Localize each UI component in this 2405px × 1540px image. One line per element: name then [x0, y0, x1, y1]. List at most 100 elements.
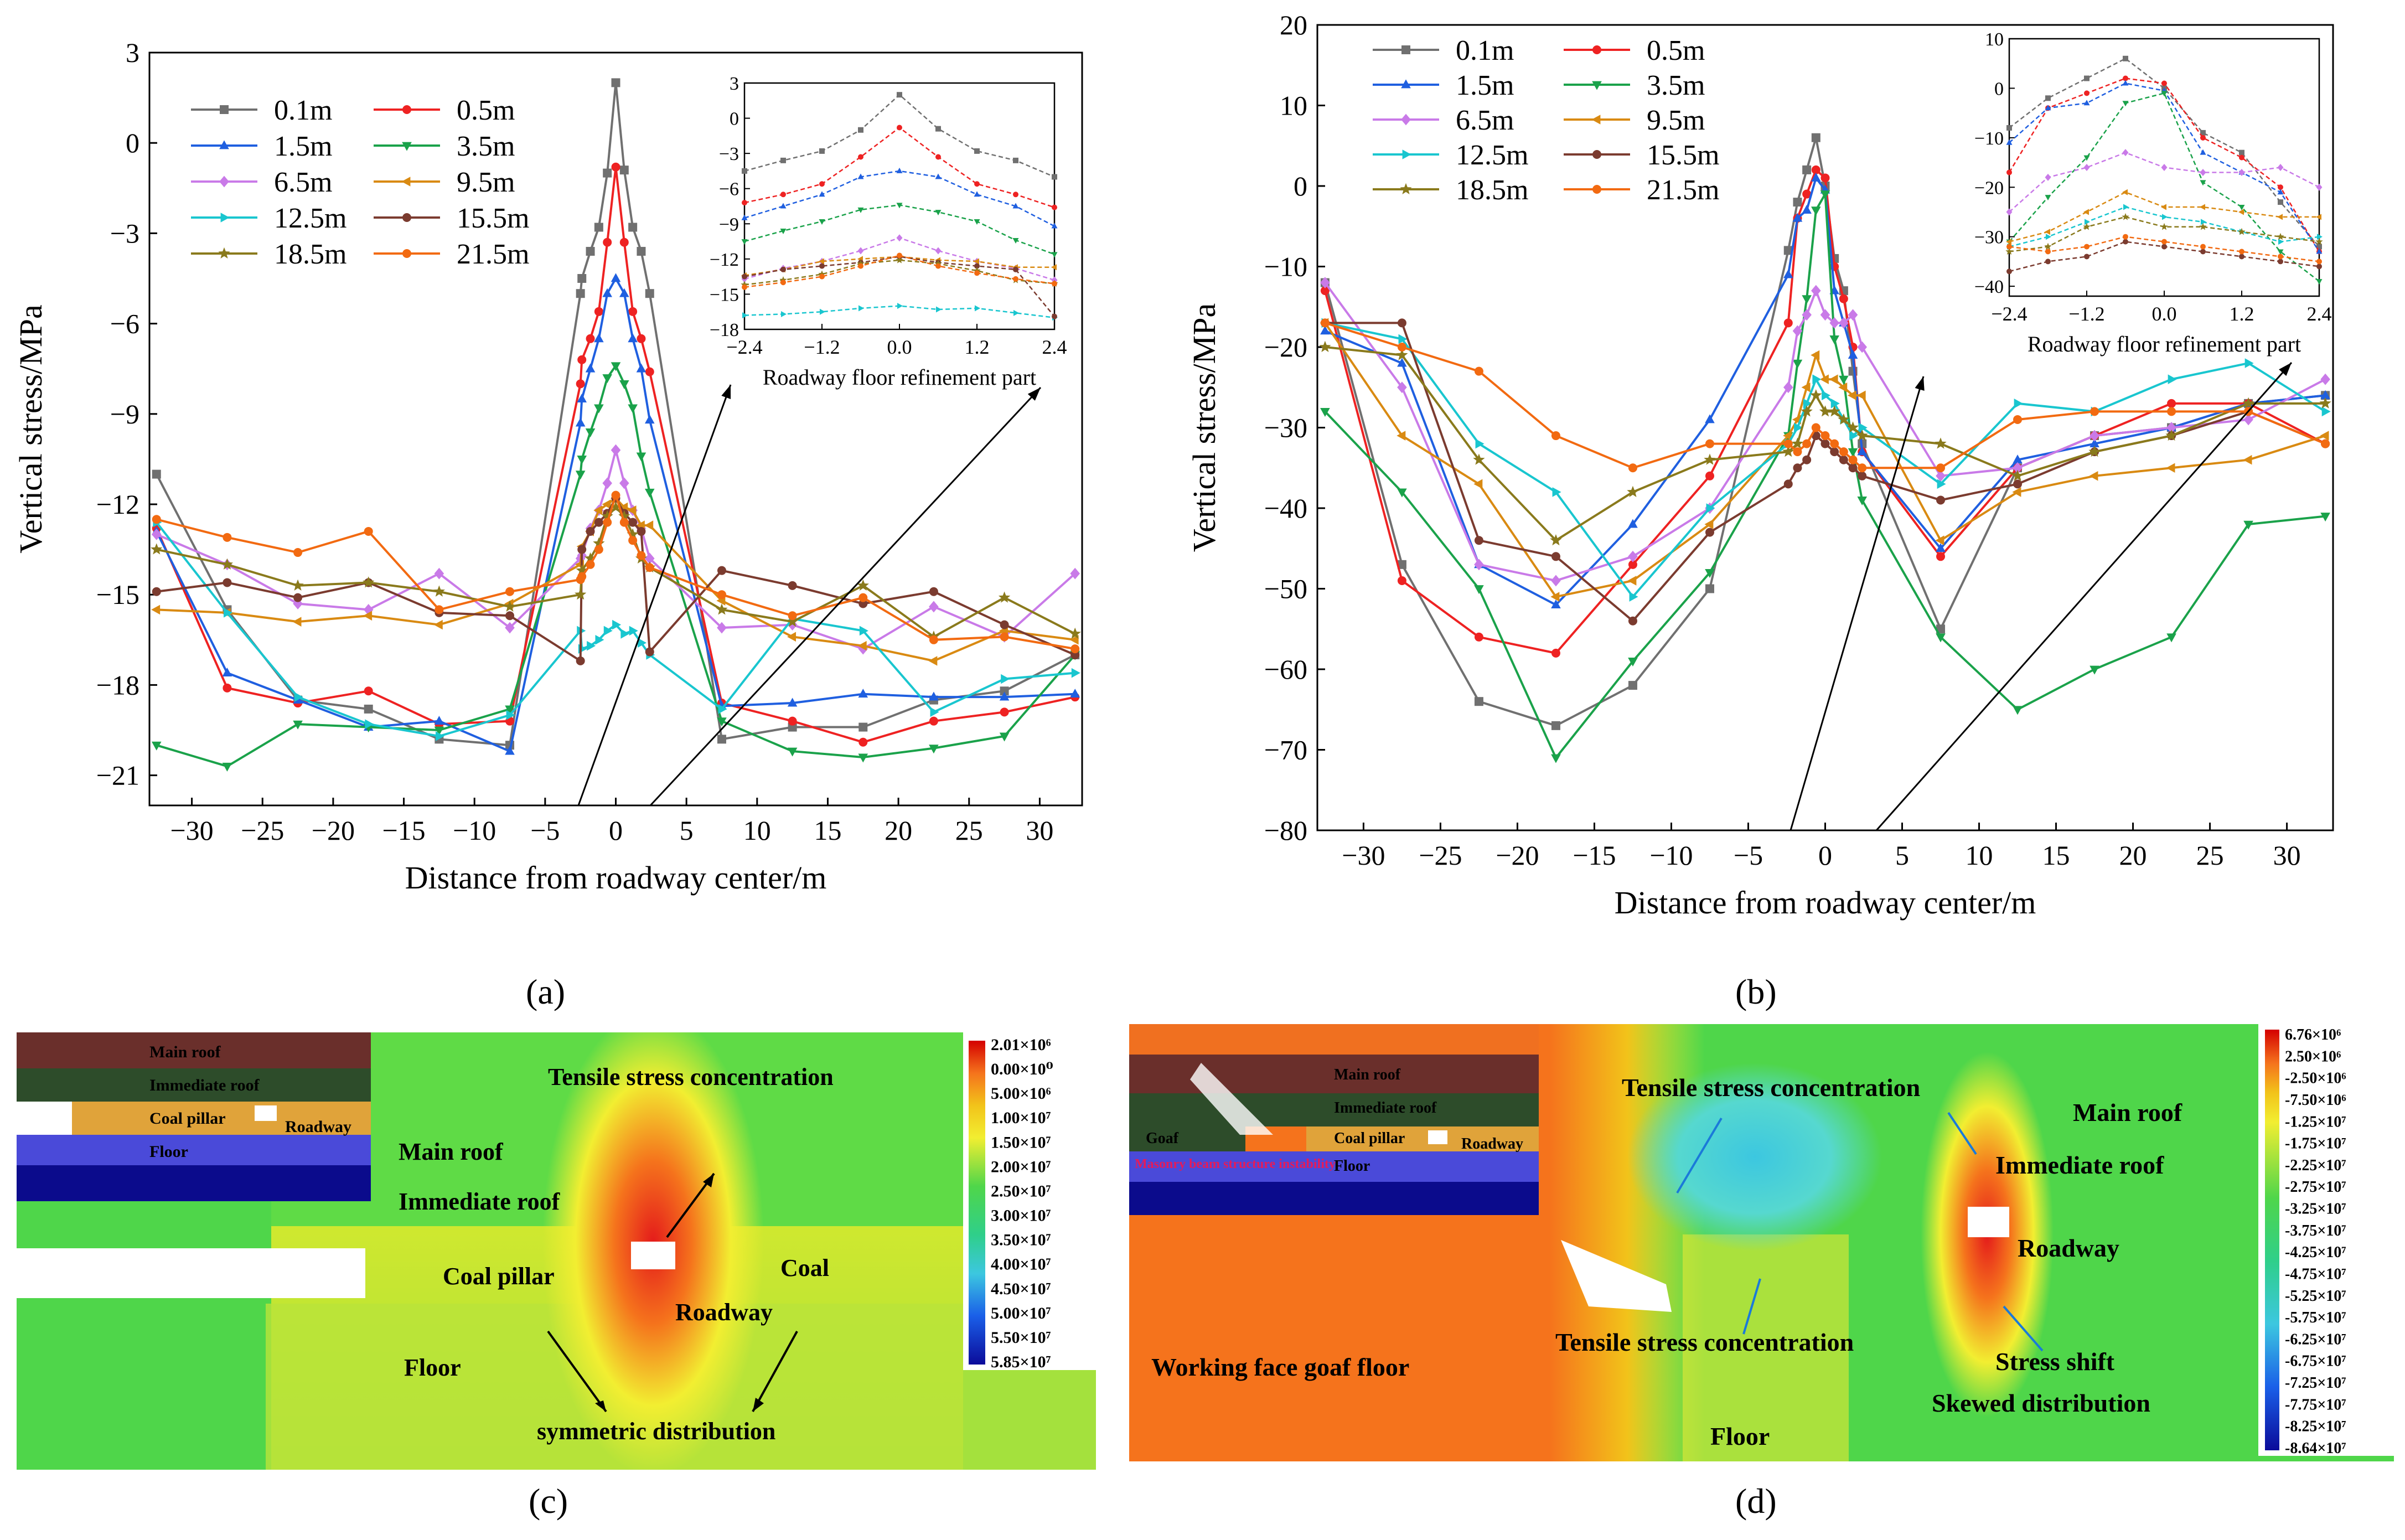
- chart-b: −30 −25 −20 −15 −10 −5 0 5 10 15 20 25 3020100−10−20…: [1186, 9, 2334, 921]
- data-point-b-9.5m: [1819, 374, 1829, 384]
- data-point-a-21.5m: [435, 605, 444, 614]
- legend-d-immediate-roof: Immediate roof: [1334, 1099, 1437, 1117]
- y-tick-label-b: −40: [1264, 493, 1307, 524]
- pointer-arrow-a: [577, 384, 732, 806]
- data-point-b-3.5m: [2320, 513, 2330, 522]
- data-point-b-3.5m: [1811, 206, 1821, 216]
- inset-point-a-1.5m: [974, 191, 980, 197]
- legend-roadway: Roadway: [285, 1118, 351, 1136]
- data-point-b-15.5m: [1397, 318, 1406, 328]
- x-tick-label-b: −5: [1734, 840, 1763, 871]
- data-point-a-1.5m: [644, 415, 655, 424]
- data-point-b-21.5m: [1397, 343, 1406, 352]
- inset-point-b-1.5m: [2045, 105, 2051, 111]
- x-tick-label-b: −25: [1419, 840, 1462, 871]
- x-tick-label-a: −20: [312, 815, 355, 846]
- inset-series-b-9.5m: [2006, 189, 2321, 245]
- colorbar-label: -3.25×10⁷: [2285, 1201, 2346, 1218]
- legend-label-b-15.5m: 15.5m: [1647, 139, 1719, 171]
- data-point-a-21.5m: [293, 548, 303, 557]
- y-axis-label-b: Vertical stress/MPa: [1186, 303, 1222, 552]
- inset-point-a-1.5m: [741, 214, 748, 220]
- inset-point-b-1.5m: [2006, 139, 2013, 145]
- data-point-b-3.5m: [1839, 375, 1849, 385]
- data-point-a-12.5m: [859, 626, 868, 636]
- data-point-a-1.5m: [602, 288, 612, 297]
- data-point-a-15.5m: [1000, 620, 1009, 629]
- data-point-b-15.5m: [1848, 463, 1858, 473]
- inset-point-a-1.5m: [1012, 203, 1019, 209]
- inset-point-b-3.5m: [2161, 91, 2168, 97]
- x-tick-label-b: 10: [1966, 840, 1993, 871]
- data-point-b-12.5m: [2168, 374, 2177, 384]
- inset-point-a-0.5m: [1052, 204, 1057, 210]
- inset-point-a-3.5m: [1012, 237, 1019, 244]
- data-point-b-21.5m: [1839, 447, 1848, 457]
- inset-point-b-15.5m: [2239, 254, 2244, 260]
- data-point-b-12.5m: [1794, 422, 1803, 433]
- inset-point-b-18.5m: [2083, 223, 2091, 230]
- inset-point-b-3.5m: [2316, 279, 2323, 285]
- data-point-b-9.5m: [2243, 454, 2252, 465]
- legend-label-b-1.5m: 1.5m: [1456, 70, 1514, 101]
- arrowhead-c-sym-left: [595, 1401, 606, 1412]
- data-point-b-12.5m: [1706, 503, 1715, 513]
- data-point-b-18.5m: [1396, 349, 1408, 360]
- data-point-a-1.5m: [858, 689, 868, 698]
- legend-marker-a-3.5m: [402, 142, 412, 151]
- inset-point-b-18.5m: [2277, 232, 2284, 240]
- data-point-b-1.5m: [1397, 358, 1407, 367]
- legend-marker-b-18.5m: [1400, 183, 1412, 195]
- inset-line-a-9.5m: [744, 256, 1054, 276]
- data-point-b-1.5m: [1705, 414, 1715, 423]
- inset-point-a-1.5m: [780, 203, 787, 209]
- data-point-a-3.5m: [619, 380, 629, 389]
- y-tick-label-b: 10: [1280, 90, 1307, 121]
- data-point-b-18.5m: [1550, 534, 1562, 546]
- data-point-b-12.5m: [2244, 358, 2254, 368]
- data-point-b-9.5m: [2089, 471, 2098, 481]
- data-point-a-21.5m: [223, 533, 232, 542]
- inset-line-b-21.5m: [2009, 236, 2320, 262]
- inset-x-tick-label-b: 0.0: [2152, 303, 2177, 325]
- inset-line-b-12.5m: [2009, 206, 2320, 247]
- chart-a: −30 −25 −20 −15 −10 −5 0 5 10 15 20 25 3030−3−6−9−12…: [13, 37, 1083, 896]
- colorbar-label: 5.00×10⁶: [991, 1084, 1051, 1103]
- inset-point-a-0.5m: [935, 154, 941, 160]
- x-tick-label-b: 25: [2196, 840, 2224, 871]
- inset-point-a-6.5m: [896, 234, 903, 242]
- data-point-a-15.5m: [637, 526, 646, 536]
- legend-marker-b-15.5m: [1592, 150, 1601, 159]
- annot-d-stress-shift: Stress shift: [1995, 1347, 2115, 1376]
- x-tick-label-b: −15: [1573, 840, 1616, 871]
- pointer-arrowhead-b: [2279, 363, 2292, 376]
- data-point-a-21.5m: [628, 536, 638, 545]
- annot-d-roadway: Roadway: [2018, 1234, 2119, 1262]
- data-point-a-0.5m: [577, 355, 587, 364]
- data-point-b-1.5m: [1802, 205, 1812, 214]
- data-point-b-9.5m: [1550, 592, 1560, 602]
- data-point-a-0.5m: [637, 334, 646, 343]
- data-point-b-9.5m: [1838, 382, 1848, 392]
- x-tick-label-b: 15: [2042, 840, 2070, 871]
- data-point-a-21.5m: [645, 563, 654, 572]
- x-tick-label-a: 25: [955, 815, 983, 846]
- data-point-b-21.5m: [1830, 439, 1839, 448]
- legend-label-a-0.5m: 0.5m: [457, 95, 515, 126]
- colorbar-label: 5.85×10⁷: [991, 1353, 1051, 1371]
- data-point-b-18.5m: [1828, 405, 1840, 417]
- annot-d-skewed: Skewed distribution: [1932, 1389, 2150, 1417]
- data-point-b-9.5m: [1783, 431, 1792, 441]
- colorbar-label: 4.50×10⁷: [991, 1280, 1051, 1298]
- data-point-b-0.1m: [1397, 560, 1406, 569]
- data-point-a-0.1m: [577, 274, 587, 283]
- data-point-b-0.5m: [1936, 552, 1946, 561]
- colorbar-label: 2.00×10⁷: [991, 1157, 1051, 1176]
- inset-y-tick-label-b: 10: [1985, 29, 2004, 50]
- x-tick-label-b: 20: [2119, 840, 2147, 871]
- inset-point-a-1.5m: [857, 173, 864, 179]
- inset-point-b-21.5m: [2045, 249, 2051, 255]
- annot-d-working-face: Working face goaf floor: [1151, 1353, 1409, 1381]
- series-b-18.5m: [1319, 340, 2331, 546]
- data-point-a-21.5m: [929, 635, 938, 644]
